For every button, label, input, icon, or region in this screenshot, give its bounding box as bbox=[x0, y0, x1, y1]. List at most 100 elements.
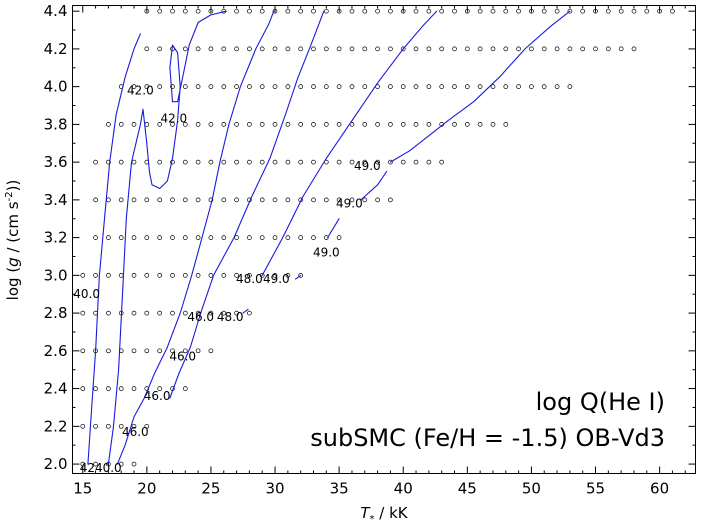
model-point bbox=[157, 8, 163, 14]
model-point bbox=[285, 84, 291, 89]
model-point bbox=[311, 235, 316, 240]
model-point bbox=[93, 235, 98, 240]
model-point bbox=[234, 46, 239, 52]
model-point bbox=[605, 8, 611, 14]
model-point bbox=[131, 273, 137, 278]
model-point bbox=[349, 46, 355, 52]
model-point bbox=[131, 310, 137, 316]
model-point bbox=[131, 348, 137, 354]
y-tick-label: 3.6 bbox=[44, 153, 68, 171]
model-point bbox=[170, 310, 175, 316]
model-point bbox=[298, 273, 304, 278]
model-point bbox=[413, 122, 419, 127]
model-point bbox=[195, 273, 201, 278]
model-point bbox=[259, 235, 265, 240]
model-point bbox=[208, 197, 214, 203]
model-point bbox=[349, 197, 355, 203]
model-point bbox=[93, 386, 98, 391]
y-tick-label: 2.2 bbox=[44, 417, 68, 435]
model-point bbox=[464, 122, 470, 127]
model-point bbox=[106, 310, 111, 316]
contour-line bbox=[87, 33, 141, 465]
model-point bbox=[298, 46, 304, 52]
model-point bbox=[182, 386, 188, 391]
model-point bbox=[323, 84, 329, 89]
model-point bbox=[323, 46, 329, 52]
model-point bbox=[259, 122, 265, 127]
model-point bbox=[285, 235, 291, 240]
model-point bbox=[285, 197, 291, 203]
model-point bbox=[285, 46, 291, 52]
model-point bbox=[516, 8, 521, 14]
model-point bbox=[170, 348, 175, 354]
model-point bbox=[426, 122, 432, 127]
model-point bbox=[362, 122, 368, 127]
model-point bbox=[375, 46, 380, 52]
model-point bbox=[195, 122, 201, 127]
model-point bbox=[157, 84, 163, 89]
model-point bbox=[259, 159, 265, 165]
contour-label: 46.0 bbox=[187, 310, 214, 324]
y-tick-label: 2.6 bbox=[44, 342, 68, 360]
model-point bbox=[157, 273, 163, 278]
model-point bbox=[388, 159, 393, 165]
x-tick-label: 20 bbox=[137, 480, 156, 498]
model-point bbox=[554, 84, 560, 89]
model-point bbox=[336, 122, 342, 127]
model-point bbox=[272, 159, 278, 165]
model-point bbox=[170, 235, 175, 240]
model-point bbox=[195, 348, 201, 354]
model-point bbox=[157, 159, 163, 165]
model-point bbox=[285, 122, 291, 127]
model-point bbox=[195, 46, 201, 52]
model-point bbox=[323, 197, 329, 203]
model-point bbox=[362, 197, 368, 203]
contour-line bbox=[242, 308, 249, 314]
contour-line bbox=[261, 10, 438, 276]
model-point bbox=[170, 122, 175, 127]
model-point bbox=[298, 122, 304, 127]
model-point bbox=[131, 235, 137, 240]
model-point bbox=[311, 8, 316, 14]
model-point bbox=[490, 84, 496, 89]
x-tick-label: 25 bbox=[201, 480, 220, 498]
model-point bbox=[375, 197, 380, 203]
model-point bbox=[195, 159, 201, 165]
model-point bbox=[80, 461, 86, 467]
model-point bbox=[106, 273, 111, 278]
model-point bbox=[605, 46, 611, 52]
model-point bbox=[323, 122, 329, 127]
model-point bbox=[529, 46, 534, 52]
model-point bbox=[221, 84, 227, 89]
model-point bbox=[234, 122, 239, 127]
model-point bbox=[182, 310, 188, 316]
contour-lines bbox=[87, 10, 571, 465]
model-point bbox=[490, 46, 496, 52]
model-point bbox=[118, 235, 124, 240]
model-point bbox=[131, 84, 137, 89]
model-point bbox=[426, 84, 432, 89]
model-point bbox=[234, 159, 239, 165]
model-point bbox=[516, 46, 521, 52]
plot-frame bbox=[72, 5, 696, 474]
model-point bbox=[285, 159, 291, 165]
model-point bbox=[80, 273, 86, 278]
model-point bbox=[157, 197, 163, 203]
model-point bbox=[80, 386, 86, 391]
model-point bbox=[170, 84, 175, 89]
model-point bbox=[118, 122, 124, 127]
contour-label: 49.0 bbox=[336, 197, 363, 211]
model-point bbox=[285, 273, 291, 278]
model-point bbox=[208, 348, 214, 354]
model-point bbox=[362, 8, 368, 14]
model-point bbox=[195, 8, 201, 14]
model-point bbox=[93, 197, 98, 203]
model-point bbox=[221, 235, 227, 240]
model-point bbox=[80, 348, 86, 354]
model-point bbox=[182, 8, 188, 14]
model-point bbox=[631, 8, 637, 14]
contour-label: 49.0 bbox=[263, 272, 290, 286]
model-point bbox=[375, 159, 380, 165]
model-point bbox=[118, 386, 124, 391]
model-point bbox=[182, 159, 188, 165]
